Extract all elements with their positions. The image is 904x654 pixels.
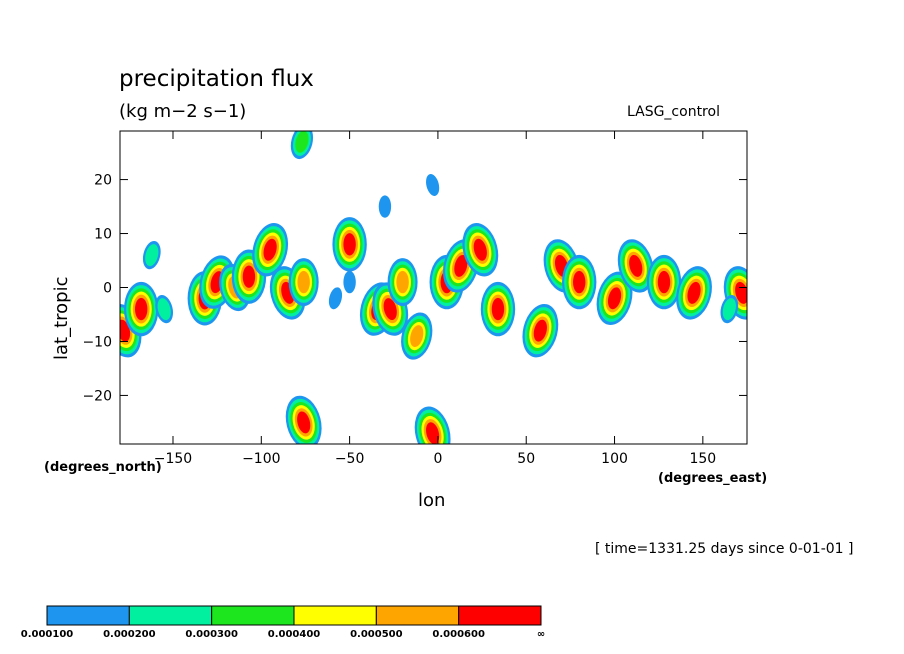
precip-cell-level-1 <box>343 270 356 294</box>
legend-label: 0.000600 <box>432 629 485 640</box>
precip-cell-level-6 <box>383 298 397 321</box>
precip-cell-level-6 <box>573 270 586 294</box>
precip-cell-level-6 <box>297 411 311 434</box>
legend-swatch <box>211 605 295 626</box>
precip-cell-level-6 <box>343 233 356 256</box>
precip-cell-level-2 <box>157 298 171 321</box>
precip-cell-level-2 <box>722 298 736 321</box>
precip-cell-level-6 <box>629 254 643 277</box>
y-tick-label: −20 <box>82 388 112 404</box>
precip-cell-level-1 <box>328 287 343 310</box>
precip-cell-level-6 <box>263 238 277 261</box>
precip-cell-level-6 <box>533 319 547 342</box>
precip-cell-level-5 <box>410 325 424 348</box>
legend-label: 0.000100 <box>21 629 74 640</box>
legend-swatch <box>458 605 542 626</box>
legend-swatch <box>128 605 213 626</box>
precip-cell-level-2 <box>145 244 159 267</box>
x-axis-units: (degrees_east) <box>658 471 768 486</box>
precip-cell-level-1 <box>426 173 440 196</box>
x-axis-label: lon <box>418 490 446 511</box>
precip-cell-level-6 <box>473 238 487 261</box>
x-tick-label: 100 <box>601 451 628 467</box>
x-tick-label: 50 <box>517 451 535 467</box>
chart-units: (kg m−2 s−1) <box>119 101 247 122</box>
x-tick-label: −50 <box>335 451 365 467</box>
legend-swatch <box>375 605 460 626</box>
precip-contours <box>120 131 747 444</box>
y-tick-label: −10 <box>82 334 112 350</box>
x-tick-label: 150 <box>689 451 716 467</box>
precip-cell-level-5 <box>297 270 310 294</box>
model-label: LASG_control <box>627 104 720 120</box>
y-tick-label: 0 <box>103 281 112 297</box>
precip-cell-level-6 <box>657 270 671 294</box>
color-legend: 0.000100 0.000200 0.000300 0.000400 0.000500… <box>21 605 545 640</box>
legend-label: 0.000400 <box>268 629 321 640</box>
legend-swatch <box>46 605 130 626</box>
y-tick-label: 10 <box>94 227 112 243</box>
x-tick-label: 0 <box>433 451 442 467</box>
precip-cell-level-6 <box>491 297 505 321</box>
y-tick-label: 20 <box>94 173 112 189</box>
x-tick-label: −100 <box>242 451 280 467</box>
x-tick-label: −150 <box>154 451 192 467</box>
legend-label: 0.000300 <box>185 629 238 640</box>
precip-cell-level-6 <box>607 287 622 310</box>
y-axis-units: (degrees_north) <box>44 460 162 475</box>
precip-cell-level-3 <box>295 131 309 153</box>
precip-cell-level-6 <box>134 297 148 321</box>
timestamp-label: [ time=1331.25 days since 0-01-01 ] <box>595 541 854 557</box>
precip-cell-level-6 <box>426 422 440 444</box>
precip-cell-level-5 <box>396 270 409 294</box>
legend-swatch <box>293 605 377 626</box>
chart-title: precipitation flux <box>119 66 314 92</box>
precip-cell-level-6 <box>687 281 701 304</box>
precip-cell-level-6 <box>454 254 468 277</box>
precip-cell-level-1 <box>378 195 392 218</box>
legend-end-label: ∞ <box>537 629 545 640</box>
precip-cell-level-6 <box>242 265 256 288</box>
legend-label: 0.000500 <box>350 629 403 640</box>
legend-label: 0.000200 <box>103 629 156 640</box>
